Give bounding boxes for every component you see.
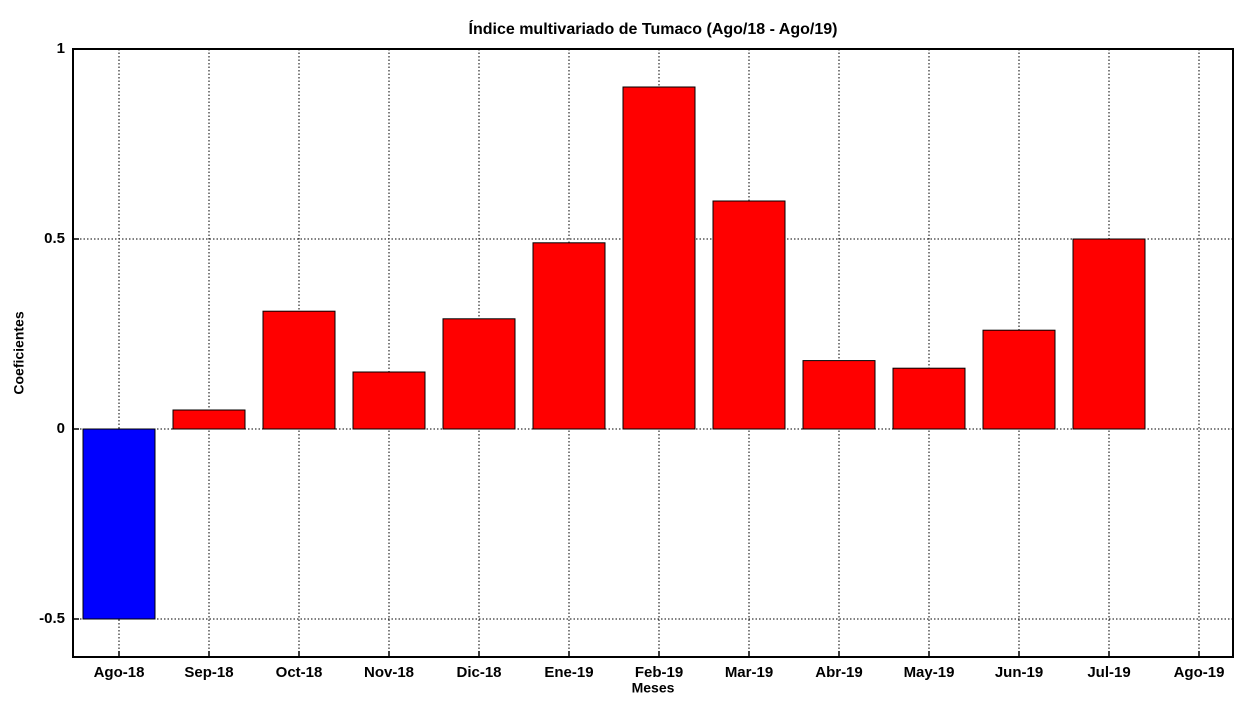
bar (172, 409, 246, 430)
x-tick-label: Oct-18 (276, 664, 323, 681)
bar (262, 310, 336, 430)
x-tick-label: Ene-19 (544, 664, 593, 681)
x-tick-label: Mar-19 (725, 664, 773, 681)
x-tick-label: Feb-19 (635, 664, 683, 681)
x-axis-label: Meses (632, 680, 675, 696)
x-tick-label: Abr-19 (815, 664, 863, 681)
x-tick-label: May-19 (904, 664, 955, 681)
y-tick-label: 0 (57, 420, 65, 437)
y-axis-label: Coeficientes (11, 311, 27, 394)
bar (1072, 238, 1146, 430)
y-tick-label: -0.5 (39, 610, 65, 627)
bar (802, 360, 876, 430)
x-tick-label: Jul-19 (1087, 664, 1130, 681)
y-tick-label: 0.5 (44, 230, 65, 247)
bar (532, 242, 606, 430)
x-tick-label: Jun-19 (995, 664, 1043, 681)
x-tick-label: Nov-18 (364, 664, 414, 681)
bar (982, 329, 1056, 430)
chart-title: Índice multivariado de Tumaco (Ago/18 - … (469, 19, 838, 38)
x-tick-label: Ago-19 (1174, 664, 1225, 681)
x-tick-label: Dic-18 (456, 664, 501, 681)
y-tick-label: 1 (57, 40, 65, 57)
axes-frame (72, 48, 1234, 658)
x-tick-label: Sep-18 (184, 664, 233, 681)
bar (622, 86, 696, 430)
bar (712, 200, 786, 430)
bar (82, 428, 156, 620)
x-tick-label: Ago-18 (94, 664, 145, 681)
bar (892, 367, 966, 430)
bar (442, 318, 516, 430)
bar (352, 371, 426, 430)
